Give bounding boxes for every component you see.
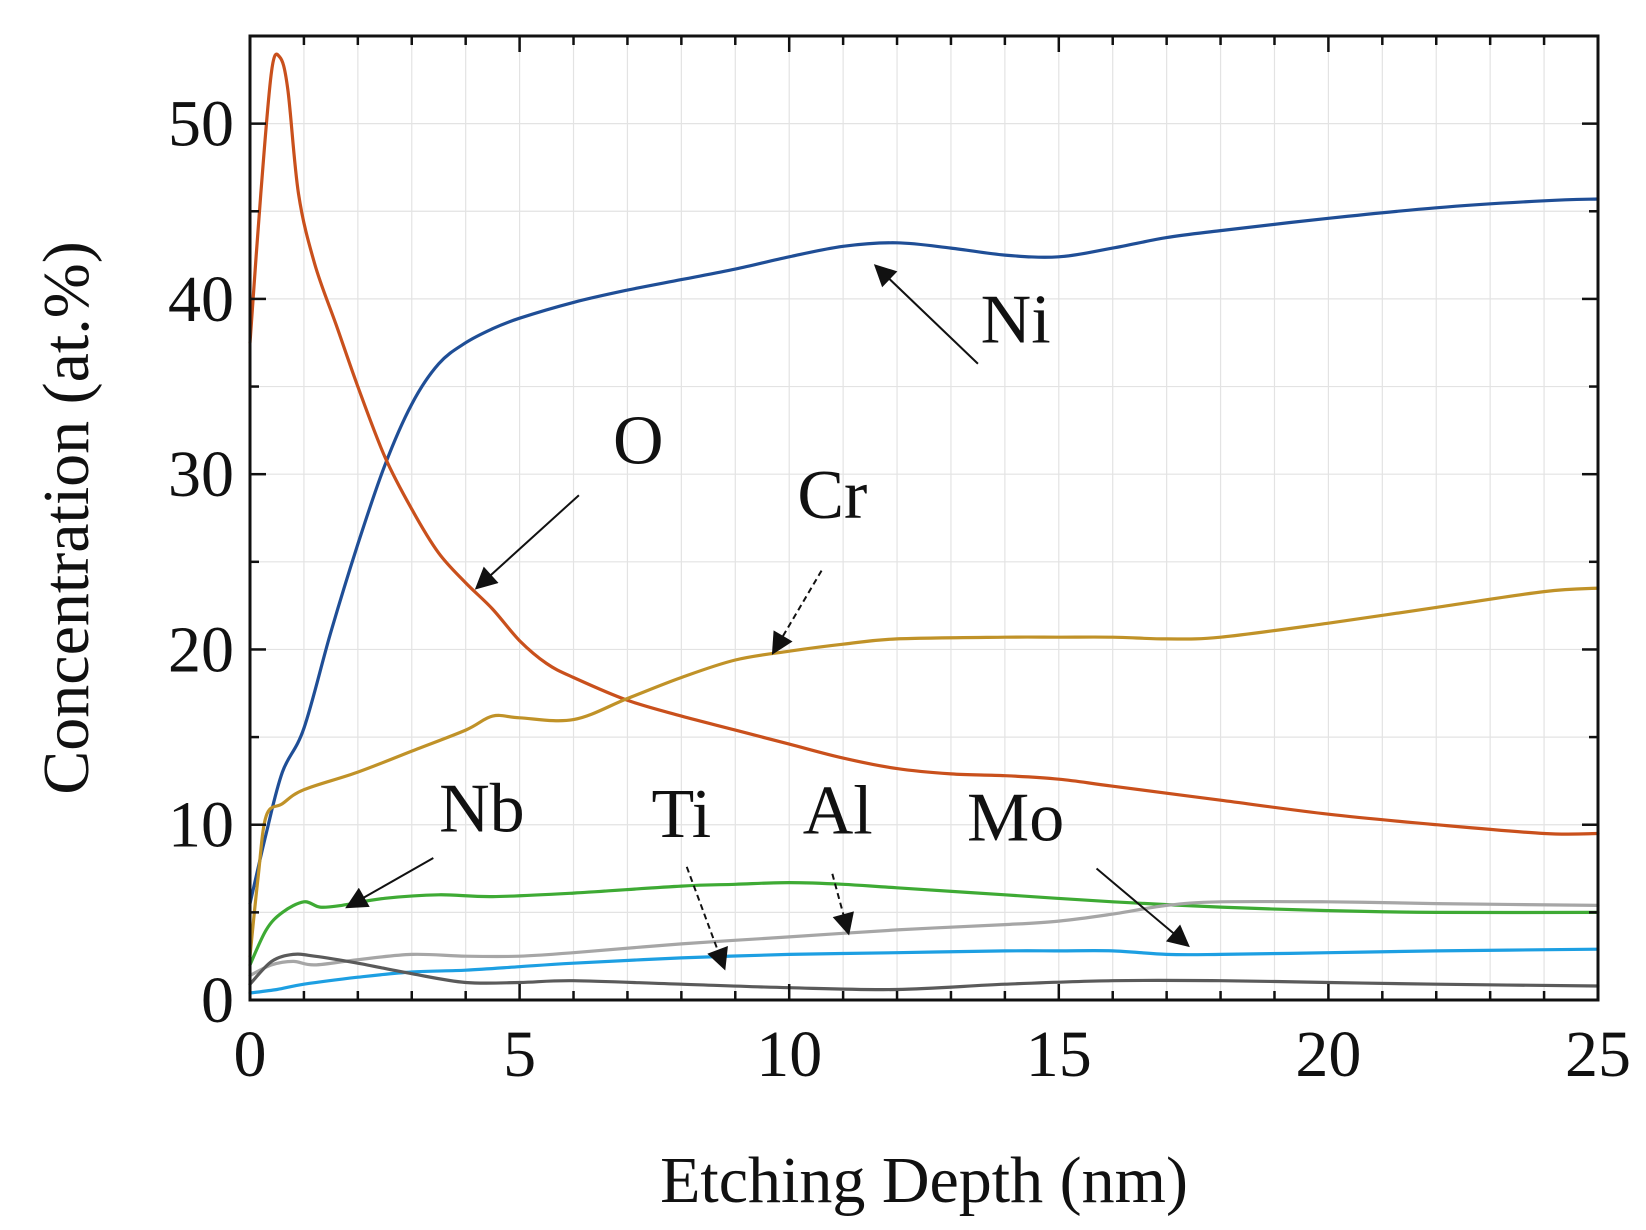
- annotation-label-al: Al: [803, 772, 873, 849]
- x-tick-label: 20: [1295, 1018, 1361, 1091]
- grid: [250, 35, 1598, 1000]
- axis-ticks: 0 10 20 30 40 50 0 5 10 15 20 25: [168, 34, 1631, 1091]
- series-lines: [248, 52, 1600, 995]
- annotation-arrow-ni: [873, 264, 979, 365]
- series-line-ti: [248, 952, 1600, 992]
- series-annotations: Ni O Cr Nb Ti Al Mo: [345, 264, 1190, 971]
- annotation-arrow-nb: [345, 857, 434, 909]
- plot-frame: [248, 34, 1600, 1002]
- y-tick-label: 40: [168, 263, 234, 336]
- plot-border: [248, 34, 1600, 1002]
- x-tick-label: 0: [234, 1018, 267, 1091]
- annotation-label-mo: Mo: [967, 780, 1064, 857]
- annotation-arrow-al: [831, 873, 854, 936]
- annotation-label-ni: Ni: [981, 282, 1051, 359]
- x-tick-label: 10: [756, 1018, 822, 1091]
- x-tick-label: 25: [1565, 1018, 1631, 1091]
- annotation-arrow-cr: [771, 570, 823, 655]
- series-line-nb: [248, 881, 1600, 967]
- y-tick-label: 50: [168, 88, 234, 161]
- series-line-ni: [248, 197, 1600, 906]
- series-line-o: [248, 52, 1600, 836]
- annotation-arrow-ti: [685, 866, 728, 971]
- y-axis-title: Concentration (at.%): [30, 241, 103, 794]
- y-tick-label: 0: [201, 964, 234, 1037]
- series-line-cr: [248, 586, 1600, 958]
- y-tick-label: 20: [168, 613, 234, 686]
- annotation-label-cr: Cr: [797, 457, 867, 534]
- annotation-label-ti: Ti: [651, 776, 711, 853]
- x-axis-title: Etching Depth (nm): [660, 1144, 1188, 1217]
- x-tick-label: 5: [503, 1018, 536, 1091]
- y-tick-label: 30: [168, 438, 234, 511]
- series-line-mo: [248, 947, 1600, 995]
- x-tick-label: 15: [1026, 1018, 1092, 1091]
- y-tick-label: 10: [168, 789, 234, 862]
- annotation-label-o: O: [613, 403, 664, 480]
- annotation-label-nb: Nb: [439, 771, 525, 848]
- series-line-al: [248, 899, 1600, 978]
- annotation-arrow-mo: [1095, 867, 1190, 948]
- annotation-arrow-o: [474, 494, 580, 590]
